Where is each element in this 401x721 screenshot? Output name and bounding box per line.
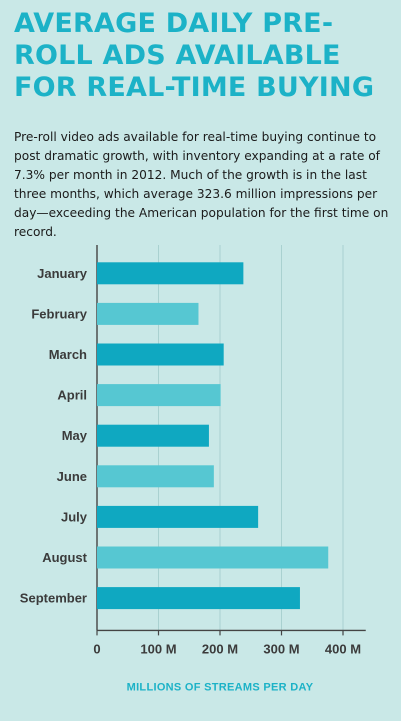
category-label-may: May [62, 428, 88, 443]
bar-may [97, 424, 209, 447]
bar-april [97, 384, 221, 407]
bar-june [97, 465, 214, 488]
bar-july [97, 505, 259, 528]
bar-august [97, 546, 329, 569]
bars [97, 262, 329, 610]
category-label-september: September [20, 591, 87, 606]
tick-label-0: 0 [93, 641, 100, 656]
tick-label-300: 300 M [263, 641, 299, 656]
bar-chart: January February March April May June July Augu… [20, 245, 366, 693]
bar-march [97, 343, 224, 366]
category-labels: January February March April May June July Augu… [20, 266, 88, 606]
intro-paragraph: Pre-roll video ads available for real-ti… [14, 130, 389, 239]
chart-title: AVERAGE DAILY PRE-ROLL ADS AVAILABLE FOR… [14, 8, 375, 103]
category-label-july: July [61, 509, 88, 524]
tick-label-400: 400 M [325, 641, 361, 656]
category-label-august: August [42, 550, 87, 565]
category-label-january: January [37, 266, 88, 281]
x-tick-labels: 0 100 M 200 M 300 M 400 M [93, 630, 361, 656]
tick-label-200: 200 M [202, 641, 238, 656]
category-label-march: March [49, 347, 87, 362]
bar-february [97, 302, 199, 325]
category-label-june: June [57, 469, 87, 484]
bar-september [97, 587, 300, 610]
bar-january [97, 262, 244, 285]
category-label-february: February [31, 306, 87, 321]
category-label-april: April [57, 388, 87, 403]
x-axis-title: MILLIONS OF STREAMS PER DAY [127, 681, 314, 693]
tick-label-100: 100 M [140, 641, 176, 656]
